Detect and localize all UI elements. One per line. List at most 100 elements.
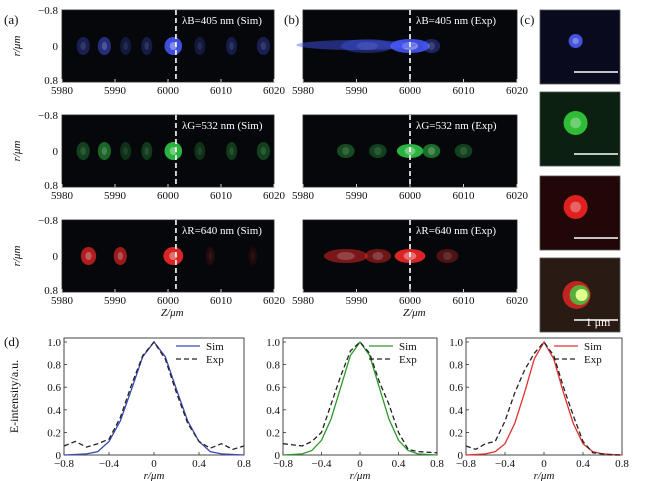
intensity-core bbox=[117, 252, 124, 260]
intensity-spot bbox=[163, 247, 184, 265]
profile-plot-group: −0.8 −0.4 0 0.4 0.800.20.40.60.81.0 SimExpr/μ… bbox=[7, 337, 629, 481]
z-tick-label: 5980 bbox=[51, 190, 74, 202]
y-tick-label: 0.4 bbox=[449, 405, 463, 417]
c-spot bbox=[568, 34, 583, 48]
intensity-spot bbox=[76, 37, 90, 55]
intensity-spot bbox=[337, 144, 355, 158]
r-tick-label: −0.8 bbox=[38, 215, 58, 227]
intensity-core bbox=[356, 42, 379, 50]
intensity-core bbox=[442, 252, 452, 260]
r-tick-label: 0.8 bbox=[44, 75, 58, 87]
intensity-spot bbox=[206, 247, 215, 265]
z-tick-label: 6020 bbox=[263, 85, 286, 97]
z-tick-label: 5990 bbox=[104, 190, 127, 202]
intensity-spot bbox=[422, 144, 441, 158]
intensity-core bbox=[260, 147, 267, 155]
z-tick-label: 5990 bbox=[104, 295, 127, 307]
r-axis-label: r/μm bbox=[11, 141, 23, 162]
intensity-spot bbox=[80, 247, 97, 265]
z-tick-label: 6010 bbox=[453, 295, 476, 307]
r-axis-label: r/μm bbox=[11, 36, 23, 57]
intensity-spot bbox=[248, 247, 258, 265]
z-tick-label: 6020 bbox=[263, 295, 286, 307]
y-tick-label: 0.8 bbox=[266, 360, 280, 372]
panel-green-exp: λG=532 nm (Exp) 5980 5990 6000 6010 6020 bbox=[292, 114, 529, 202]
panel-title: λB=405 nm (Sim) bbox=[182, 15, 262, 27]
c-panel-background bbox=[539, 9, 621, 85]
c-spot-core bbox=[572, 37, 579, 45]
x-tick-label: −0.8 bbox=[54, 458, 74, 470]
intensity-core bbox=[144, 147, 150, 155]
intensity-core bbox=[197, 42, 203, 50]
x-tick-label: 0.4 bbox=[392, 458, 406, 470]
r-tick-label: 0.8 bbox=[44, 180, 58, 192]
intensity-spot bbox=[141, 37, 153, 55]
intensity-spot bbox=[164, 37, 183, 55]
series-exp bbox=[465, 340, 622, 456]
intensity-spot bbox=[194, 37, 206, 55]
intensity-spot bbox=[256, 37, 270, 55]
intensity-spot bbox=[120, 37, 132, 55]
z-tick-label: 6000 bbox=[399, 295, 422, 307]
x-tick-label: −0.4 bbox=[312, 458, 332, 470]
intensity-spot bbox=[76, 142, 90, 160]
panel-letter-a: (a) bbox=[4, 12, 18, 27]
panel-title: λG=532 nm (Exp) bbox=[416, 120, 497, 132]
panel-red-exp: λR=640 nm (Exp) 5980 5990 6000 6010 6020 Z/μm bbox=[292, 219, 529, 319]
z-tick-label: 6000 bbox=[399, 190, 422, 202]
intensity-spot bbox=[340, 39, 394, 53]
z-tick-label: 6000 bbox=[157, 85, 180, 97]
intensity-core bbox=[85, 252, 92, 260]
intensity-spot bbox=[141, 142, 153, 160]
intensity-core bbox=[80, 42, 86, 50]
y-tick-label: 0.2 bbox=[449, 427, 463, 439]
y-axis-label: E-intensity/a.u. bbox=[7, 360, 21, 433]
y-tick-label: 0 bbox=[458, 450, 464, 462]
z-tick-label: 6010 bbox=[453, 85, 476, 97]
intensity-spot bbox=[113, 247, 127, 265]
z-tick-label: 5990 bbox=[346, 295, 369, 307]
legend-sim-label: Sim bbox=[399, 341, 417, 353]
y-tick-label: 0 bbox=[56, 450, 62, 462]
y-tick-label: 0.2 bbox=[47, 427, 61, 439]
x-tick-label: 0.4 bbox=[576, 458, 590, 470]
c-spot bbox=[563, 195, 588, 219]
intensity-spot bbox=[194, 142, 206, 160]
intensity-core bbox=[251, 252, 255, 260]
x-tick-label: −0.4 bbox=[99, 458, 119, 470]
intensity-core bbox=[101, 147, 108, 155]
z-tick-label: 5990 bbox=[346, 85, 369, 97]
r-tick-label: 0 bbox=[53, 251, 59, 263]
c-panel-group: 1 μm bbox=[539, 9, 621, 333]
y-tick-label: 0.8 bbox=[47, 360, 61, 372]
r-tick-label: −0.8 bbox=[38, 110, 58, 122]
z-axis-label: Z/μm bbox=[403, 307, 426, 319]
panel-green-sim: λG=532 nm (Sim) 5980 5990 6000 6010 6020 −0.8 0… bbox=[11, 110, 286, 202]
intensity-spot bbox=[364, 249, 392, 263]
intensity-spot bbox=[454, 144, 473, 158]
x-tick-label: 0.8 bbox=[430, 458, 444, 470]
r-tick-label: 0.8 bbox=[44, 285, 58, 297]
z-tick-label: 5980 bbox=[51, 295, 74, 307]
x-tick-label: −0.4 bbox=[495, 458, 515, 470]
x-axis-label: r/μm bbox=[144, 470, 165, 481]
intensity-core bbox=[101, 42, 108, 50]
c-spot bbox=[563, 111, 588, 135]
intensity-core bbox=[197, 147, 203, 155]
panel-letter-c: (c) bbox=[520, 12, 534, 27]
legend-exp-label: Exp bbox=[399, 354, 417, 366]
z-tick-label: 6010 bbox=[210, 85, 233, 97]
intensity-spot bbox=[369, 144, 387, 158]
series-exp bbox=[63, 340, 245, 451]
z-tick-label: 6000 bbox=[157, 190, 180, 202]
y-tick-label: 0.8 bbox=[449, 360, 463, 372]
r-tick-label: 0 bbox=[53, 41, 59, 53]
y-tick-label: 0.4 bbox=[47, 405, 61, 417]
intensity-core bbox=[260, 42, 267, 50]
plot-frame bbox=[282, 337, 438, 456]
z-tick-label: 6020 bbox=[506, 295, 529, 307]
